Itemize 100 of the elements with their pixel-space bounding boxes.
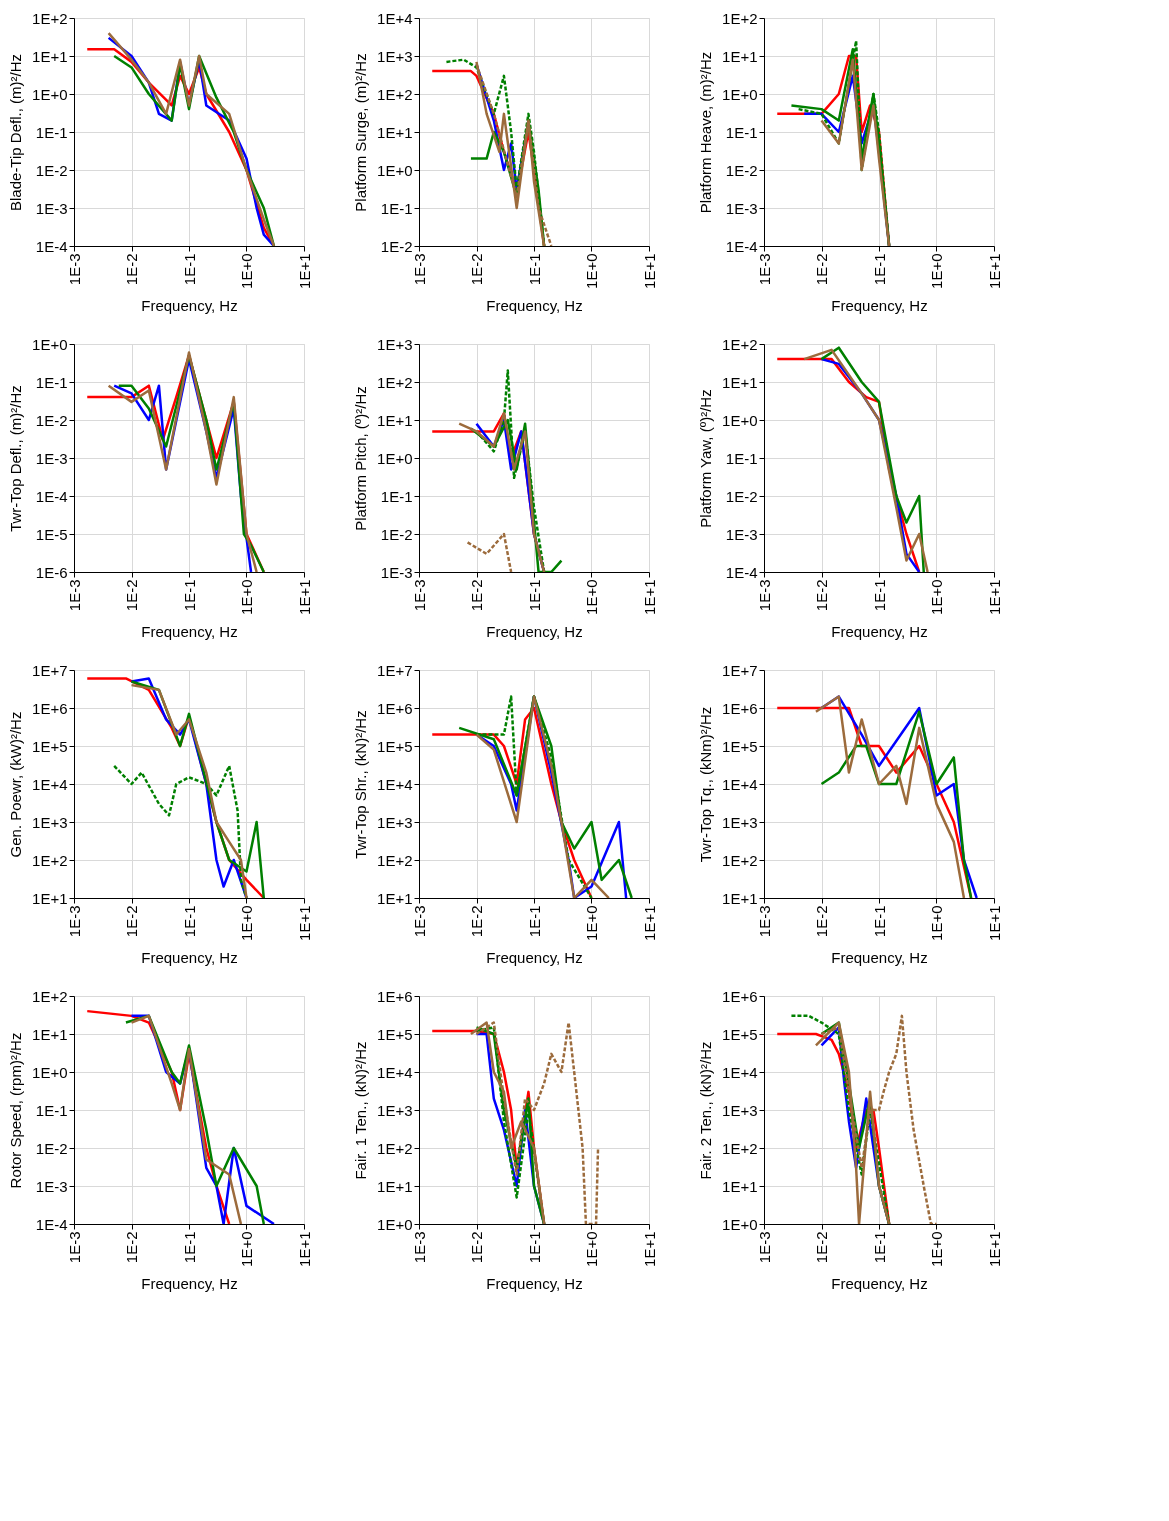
x-tick-label: 1E-2 bbox=[468, 253, 485, 286]
x-axis-title: Frequency, Hz bbox=[141, 948, 238, 966]
y-tick-label: 1E+7 bbox=[722, 661, 758, 679]
x-tick-label: 1E+1 bbox=[295, 905, 313, 941]
x-tick-label: 1E-2 bbox=[468, 905, 485, 938]
x-tick-label: 1E+1 bbox=[640, 905, 658, 941]
x-tick-label: 1E-2 bbox=[813, 1231, 830, 1264]
y-tick-label: 1E+1 bbox=[32, 889, 68, 907]
y-tick-label: 1E+4 bbox=[377, 1063, 413, 1081]
y-tick-label: 1E+2 bbox=[377, 373, 413, 391]
y-tick-label: 1E+0 bbox=[722, 1215, 758, 1233]
x-tick-label: 1E-2 bbox=[468, 579, 485, 612]
y-tick-label: 1E+2 bbox=[32, 987, 68, 1005]
y-tick-label: 1E-2 bbox=[725, 161, 758, 179]
x-axis-title: Frequency, Hz bbox=[831, 622, 928, 640]
x-axis-title: Frequency, Hz bbox=[831, 296, 928, 314]
y-axis-title: Blade-Tip Defl., (m)²/Hz bbox=[7, 54, 25, 211]
x-tick-label: 1E-2 bbox=[813, 905, 830, 938]
x-tick-label: 1E-1 bbox=[870, 1231, 888, 1264]
y-tick-label: 1E-2 bbox=[35, 411, 68, 429]
y-axis-title: Twr-Top Shr., (kN)²/Hz bbox=[352, 710, 370, 859]
y-tick-label: 1E+0 bbox=[32, 335, 68, 353]
x-tick-label: 1E+0 bbox=[583, 253, 600, 289]
x-axis-title: Frequency, Hz bbox=[831, 1274, 928, 1292]
x-tick-label: 1E-1 bbox=[525, 253, 543, 286]
y-tick-label: 1E-6 bbox=[35, 563, 68, 581]
x-tick-label: 1E+0 bbox=[928, 1231, 945, 1267]
y-tick-label: 1E-4 bbox=[725, 237, 758, 255]
y-axis-title: Twr-Top Defl., (m)²/Hz bbox=[7, 385, 25, 532]
y-tick-label: 1E+7 bbox=[377, 661, 413, 679]
x-tick-label: 1E+0 bbox=[238, 1231, 255, 1267]
x-tick-label: 1E+1 bbox=[985, 579, 1003, 615]
y-tick-label: 1E+4 bbox=[722, 775, 758, 793]
x-tick-label: 1E+1 bbox=[295, 579, 313, 615]
x-tick-label: 1E+1 bbox=[640, 579, 658, 615]
y-tick-label: 1E+2 bbox=[377, 851, 413, 869]
y-tick-label: 1E+3 bbox=[32, 813, 68, 831]
x-tick-label: 1E+0 bbox=[928, 905, 945, 941]
y-tick-label: 1E-3 bbox=[380, 563, 413, 581]
y-tick-label: 1E+0 bbox=[32, 1063, 68, 1081]
y-tick-label: 1E-5 bbox=[35, 525, 68, 543]
y-tick-label: 1E-3 bbox=[35, 1177, 68, 1195]
y-tick-label: 1E+0 bbox=[377, 1215, 413, 1233]
x-tick-label: 1E-2 bbox=[468, 1231, 485, 1264]
y-tick-label: 1E+2 bbox=[722, 9, 758, 27]
y-tick-label: 1E+5 bbox=[377, 1025, 413, 1043]
x-tick-label: 1E-2 bbox=[123, 905, 140, 938]
y-tick-label: 1E-3 bbox=[725, 199, 758, 217]
y-axis-title: Platform Yaw, (º)²/Hz bbox=[697, 389, 715, 528]
y-tick-label: 1E+4 bbox=[377, 775, 413, 793]
y-tick-label: 1E+5 bbox=[722, 1025, 758, 1043]
y-tick-label: 1E-3 bbox=[725, 525, 758, 543]
y-tick-label: 1E+6 bbox=[722, 987, 758, 1005]
x-tick-label: 1E+0 bbox=[583, 1231, 600, 1267]
x-tick-label: 1E-1 bbox=[180, 579, 198, 612]
x-tick-label: 1E-1 bbox=[180, 905, 198, 938]
y-tick-label: 1E-2 bbox=[725, 487, 758, 505]
y-tick-label: 1E+2 bbox=[722, 335, 758, 353]
x-tick-label: 1E-1 bbox=[525, 1231, 543, 1264]
y-tick-label: 1E-2 bbox=[380, 525, 413, 543]
y-tick-label: 1E-1 bbox=[35, 373, 68, 391]
x-tick-label: 1E+0 bbox=[238, 253, 255, 289]
y-tick-label: 1E+3 bbox=[377, 813, 413, 831]
y-tick-label: 1E+2 bbox=[377, 1139, 413, 1157]
x-tick-label: 1E+1 bbox=[295, 253, 313, 289]
y-tick-label: 1E+1 bbox=[32, 1025, 68, 1043]
y-tick-label: 1E-3 bbox=[35, 199, 68, 217]
x-tick-label: 1E-1 bbox=[870, 579, 888, 612]
y-tick-label: 1E-2 bbox=[380, 237, 413, 255]
x-tick-label: 1E+0 bbox=[928, 253, 945, 289]
x-tick-label: 1E-2 bbox=[813, 253, 830, 286]
y-axis-title: Rotor Speed, (rpm)²/Hz bbox=[7, 1032, 25, 1189]
x-tick-label: 1E+0 bbox=[238, 905, 255, 941]
x-tick-label: 1E-1 bbox=[525, 905, 543, 938]
y-tick-label: 1E+3 bbox=[377, 335, 413, 353]
y-tick-label: 1E+0 bbox=[722, 411, 758, 429]
y-tick-label: 1E+4 bbox=[722, 1063, 758, 1081]
x-axis-title: Frequency, Hz bbox=[141, 296, 238, 314]
y-axis-title: Platform Pitch, (º)²/Hz bbox=[352, 386, 370, 531]
y-tick-label: 1E-1 bbox=[380, 487, 413, 505]
y-tick-label: 1E+0 bbox=[32, 85, 68, 103]
x-tick-label: 1E+1 bbox=[640, 253, 658, 289]
x-tick-label: 1E+1 bbox=[985, 905, 1003, 941]
y-tick-label: 1E-2 bbox=[35, 1139, 68, 1157]
x-axis-title: Frequency, Hz bbox=[486, 622, 583, 640]
y-tick-label: 1E+4 bbox=[377, 9, 413, 27]
y-tick-label: 1E+0 bbox=[377, 161, 413, 179]
x-tick-label: 1E-2 bbox=[123, 579, 140, 612]
y-tick-label: 1E+3 bbox=[377, 1101, 413, 1119]
y-tick-label: 1E+1 bbox=[32, 47, 68, 65]
x-tick-label: 1E-2 bbox=[813, 579, 830, 612]
y-tick-label: 1E+5 bbox=[377, 737, 413, 755]
y-tick-label: 1E+5 bbox=[32, 737, 68, 755]
y-tick-label: 1E+3 bbox=[722, 1101, 758, 1119]
y-tick-label: 1E+1 bbox=[377, 411, 413, 429]
y-tick-label: 1E+6 bbox=[32, 699, 68, 717]
x-tick-label: 1E+0 bbox=[583, 905, 600, 941]
y-tick-label: 1E-1 bbox=[35, 1101, 68, 1119]
x-tick-label: 1E-1 bbox=[180, 1231, 198, 1264]
y-axis-title: Platform Surge, (m)²/Hz bbox=[352, 53, 370, 212]
